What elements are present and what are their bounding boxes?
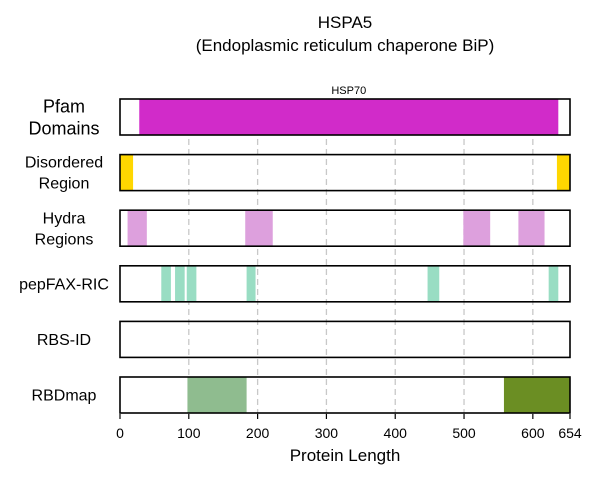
x-axis-label: Protein Length	[290, 446, 401, 465]
feature-rows: HSP70 Pfam Domains Disordered Region Hydra Reg…	[19, 85, 571, 414]
chart-title-line2: (Endoplasmic reticulum chaperone BiP)	[196, 36, 495, 55]
row-label: RBS-ID	[37, 332, 91, 349]
segment-annotation: HSP70	[331, 85, 366, 97]
feature-row: RBS-ID	[37, 320, 571, 359]
feature-segment	[548, 265, 559, 302]
x-tick-label: 654	[558, 425, 582, 441]
feature-segment	[518, 210, 545, 247]
feature-segment	[127, 210, 147, 247]
feature-segment	[463, 210, 491, 247]
feature-segment	[427, 265, 440, 302]
feature-segment	[246, 265, 256, 302]
x-tick-label: 500	[452, 425, 476, 441]
grid-lines	[188, 99, 534, 414]
row-label: Hydra Regions	[35, 210, 94, 248]
feature-segment	[503, 377, 570, 413]
x-tick-label: 400	[384, 425, 408, 441]
feature-segment	[245, 210, 273, 247]
feature-segment	[120, 154, 134, 191]
row-label: Pfam Domains	[28, 96, 99, 138]
feature-row: Disordered Region	[25, 153, 571, 193]
row-label: RBDmap	[32, 388, 97, 405]
x-tick-label: 200	[246, 425, 270, 441]
row-frame	[119, 376, 571, 414]
row-frame	[119, 264, 571, 303]
row-label: pepFAX-RIC	[19, 276, 109, 293]
feature-segment	[175, 265, 185, 302]
row-frame	[119, 320, 571, 359]
feature-segment	[556, 154, 570, 191]
x-tick-label: 100	[177, 425, 201, 441]
x-tick-label: 0	[116, 425, 124, 441]
x-axis: 0 100 200 300 400 500 600 654	[116, 414, 582, 441]
feature-row: Hydra Regions	[35, 209, 571, 248]
feature-row: HSP70 Pfam Domains	[28, 85, 571, 138]
feature-segment	[186, 265, 197, 302]
x-tick-label: 600	[521, 425, 545, 441]
row-label: Disordered Region	[25, 155, 103, 193]
feature-segment	[187, 377, 247, 413]
x-tick-label: 300	[315, 425, 339, 441]
feature-row: pepFAX-RIC	[19, 264, 571, 303]
row-frame	[119, 153, 571, 192]
feature-segment	[139, 99, 559, 135]
row-frame	[119, 98, 571, 136]
feature-row: RBDmap	[32, 376, 571, 414]
row-frame	[119, 209, 571, 247]
chart-title-line1: HSPA5	[318, 13, 373, 32]
feature-segment	[161, 265, 171, 302]
